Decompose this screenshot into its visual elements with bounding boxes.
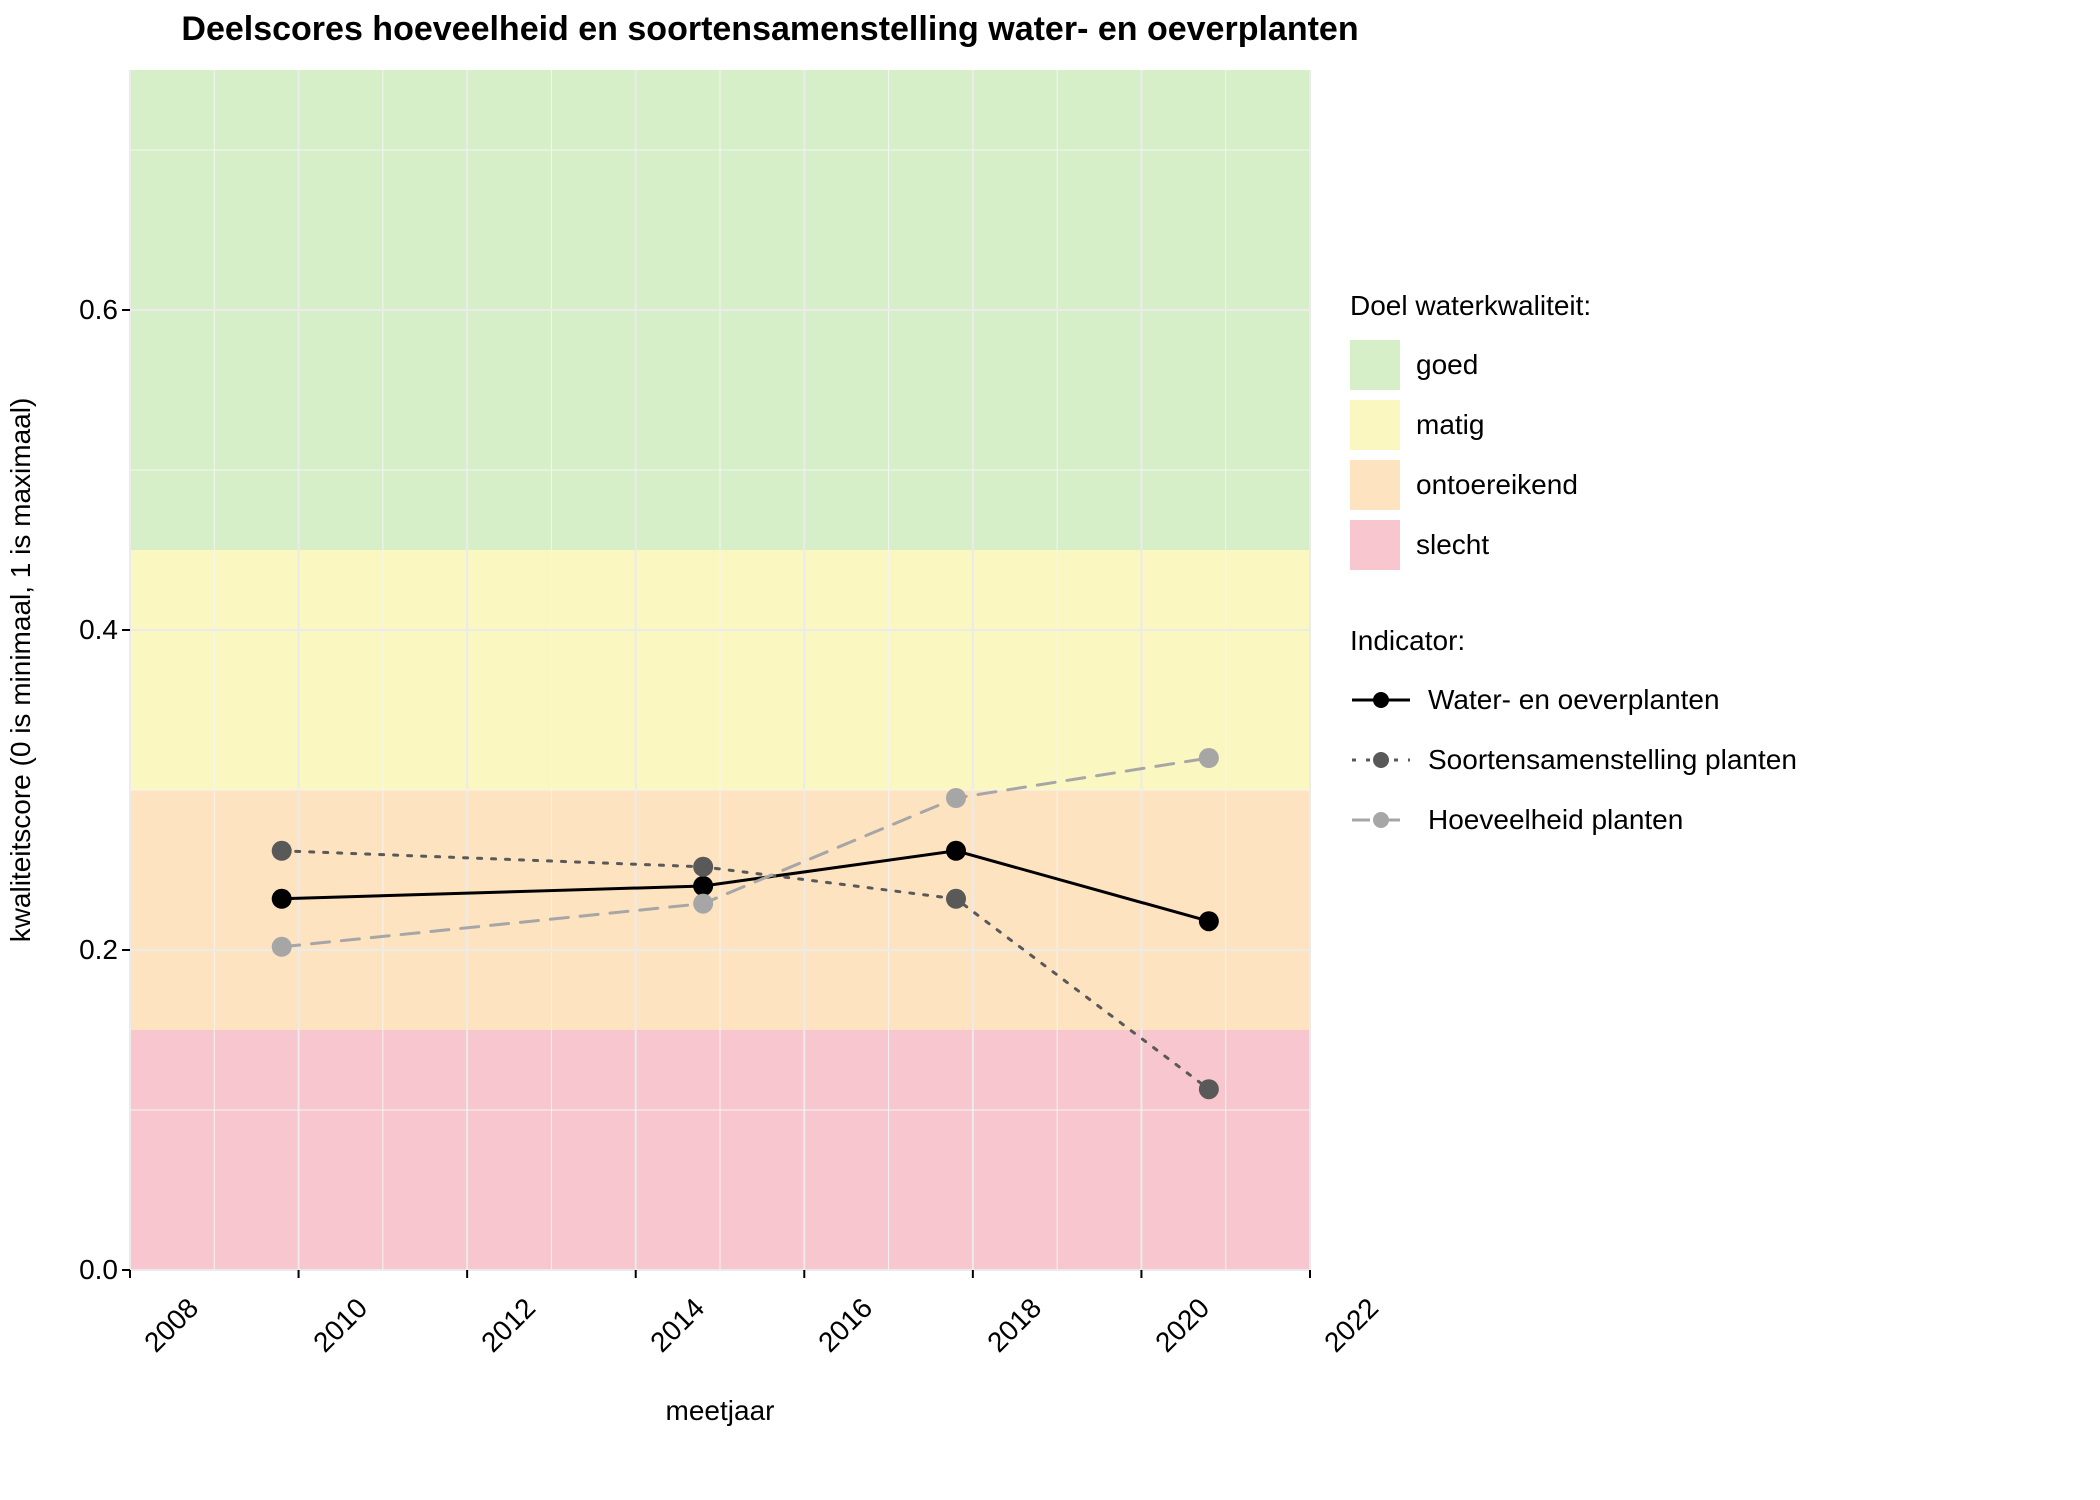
series-marker (272, 889, 292, 909)
legend-swatch (1350, 400, 1400, 450)
legend-row: slecht (1350, 520, 2070, 570)
x-axis-label: meetjaar (130, 1395, 1310, 1427)
legend-line-swatch (1350, 680, 1412, 720)
legend-quality: Doel waterkwaliteit: goed matig ontoereike… (1350, 290, 2070, 570)
series-marker (693, 876, 713, 896)
xtick-label: 2008 (138, 1292, 205, 1359)
legend-row: Water- en oeverplanten (1350, 675, 2070, 725)
series-marker (946, 841, 966, 861)
xtick-label: 2016 (813, 1292, 880, 1359)
chart-container: Deelscores hoeveelheid en soortensamenst… (0, 0, 2100, 1500)
ytick-label: 0.2 (58, 934, 118, 966)
y-axis-label: kwaliteitscore (0 is minimaal, 1 is maxi… (5, 0, 37, 670)
xtick-label: 2010 (307, 1292, 374, 1359)
legend-indicator-title: Indicator: (1350, 625, 2070, 657)
legend-line-swatch (1350, 740, 1412, 780)
series-marker (272, 937, 292, 957)
legend-label: ontoereikend (1416, 469, 1578, 501)
series-marker (693, 857, 713, 877)
legend-label: Hoeveelheid planten (1428, 804, 1683, 836)
legend-quality-title: Doel waterkwaliteit: (1350, 290, 2070, 322)
series-marker (1199, 748, 1219, 768)
series-marker (693, 894, 713, 914)
legend-indicator: Indicator: Water- en oeverplanten Soorten… (1350, 625, 2070, 845)
legend-swatch (1350, 520, 1400, 570)
series-marker (946, 889, 966, 909)
xtick-label: 2020 (1150, 1292, 1217, 1359)
legend-quality-items: goed matig ontoereikend slecht (1350, 340, 2070, 570)
legend-label: Soortensamenstelling planten (1428, 744, 1797, 776)
ytick-label: 0.0 (58, 1254, 118, 1286)
xtick-label: 2022 (1318, 1292, 1385, 1359)
legend-indicator-items: Water- en oeverplanten Soortensamenstelli… (1350, 675, 2070, 845)
xtick-label: 2014 (644, 1292, 711, 1359)
series-marker (1199, 1079, 1219, 1099)
ytick-label: 0.6 (58, 294, 118, 326)
legend-swatch (1350, 340, 1400, 390)
legend-row: Soortensamenstelling planten (1350, 735, 2070, 785)
legend-row: goed (1350, 340, 2070, 390)
series-marker (1199, 911, 1219, 931)
legend-label: goed (1416, 349, 1478, 381)
legend-row: ontoereikend (1350, 460, 2070, 510)
legend-row: matig (1350, 400, 2070, 450)
ytick-label: 0.4 (58, 614, 118, 646)
xtick-label: 2012 (475, 1292, 542, 1359)
xtick-label: 2018 (981, 1292, 1048, 1359)
legend-label: Water- en oeverplanten (1428, 684, 1720, 716)
chart-title: Deelscores hoeveelheid en soortensamenst… (120, 10, 1420, 49)
series-marker (946, 788, 966, 808)
legend-line-swatch (1350, 800, 1412, 840)
legend-label: slecht (1416, 529, 1489, 561)
plot-svg (130, 70, 1310, 1270)
legend-row: Hoeveelheid planten (1350, 795, 2070, 845)
legend-label: matig (1416, 409, 1484, 441)
legend: Doel waterkwaliteit: goed matig ontoereike… (1350, 290, 2070, 900)
series-marker (272, 841, 292, 861)
legend-swatch (1350, 460, 1400, 510)
plot-area (130, 70, 1310, 1270)
